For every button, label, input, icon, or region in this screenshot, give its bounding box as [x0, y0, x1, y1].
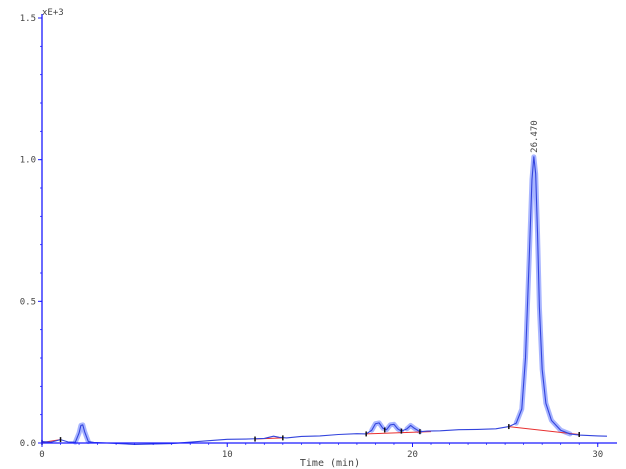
y-tick-label-1: 0.5 — [20, 297, 36, 307]
peak-fill-layer — [72, 154, 573, 445]
y-multiplier-label: xE+3 — [42, 8, 64, 18]
label-layer: xE+3 Time (min) — [42, 8, 360, 469]
x-tick-label-2: 20 — [407, 450, 418, 460]
y-tick-label-0: 0.0 — [20, 439, 36, 449]
tick-layer: 0.0 0.5 1.0 1.5 0 10 20 30 — [20, 14, 603, 460]
x-axis-label: Time (min) — [300, 458, 360, 469]
annotation-layer: 26.470 — [530, 120, 540, 153]
signal-layer — [41, 156, 608, 445]
y-tick-label-3: 1.5 — [20, 14, 36, 24]
x-tick-label-0: 0 — [39, 450, 44, 460]
peak-halo-0 — [72, 422, 91, 445]
x-tick-label-3: 30 — [592, 450, 603, 460]
y-tick-label-2: 1.0 — [20, 156, 36, 166]
peak-annotation-0: 26.470 — [530, 120, 540, 153]
peak-halo-4 — [513, 154, 573, 437]
signal-line — [41, 156, 608, 445]
axes-layer — [41, 14, 617, 444]
marker-layer — [41, 424, 580, 445]
x-tick-label-1: 10 — [222, 450, 233, 460]
baseline-layer — [41, 426, 580, 443]
